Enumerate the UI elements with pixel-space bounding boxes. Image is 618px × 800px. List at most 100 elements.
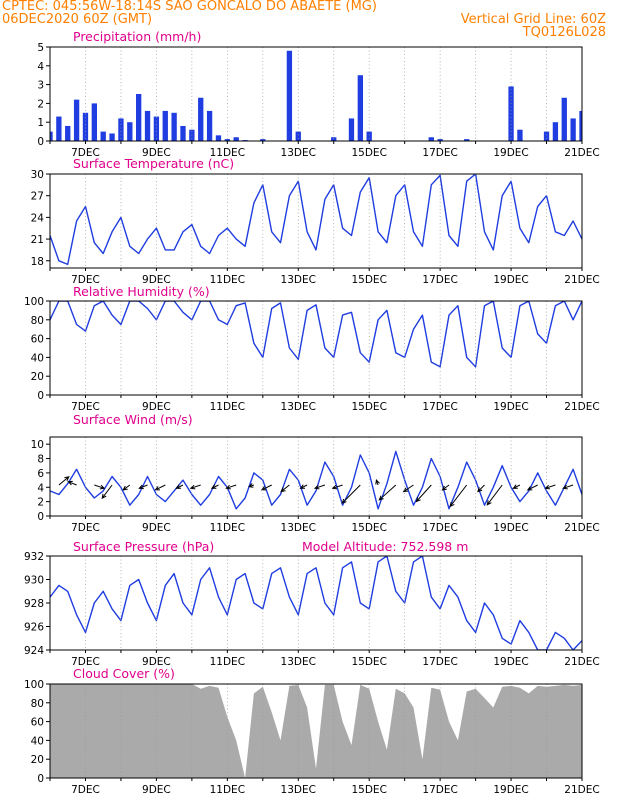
precip-bar xyxy=(552,122,559,141)
wind-panel: Surface Wind (m/s) 0 2 4 6 8 10 7DEC 9DEC 11DEC 13… xyxy=(31,412,600,534)
wind-arrow xyxy=(225,484,237,490)
wind-arrow xyxy=(378,484,397,501)
x-tick-label: 15DEC xyxy=(351,401,386,413)
precip-bar xyxy=(233,137,239,141)
y-tick-label: 20 xyxy=(31,371,44,383)
wind-arrow xyxy=(247,483,255,488)
x-tick-label: 11DEC xyxy=(210,147,245,159)
precip-bar xyxy=(464,139,470,141)
wind-frame xyxy=(49,436,583,517)
precip-bar xyxy=(91,103,97,141)
wind-arrow xyxy=(562,484,574,490)
y-tick-label: 30 xyxy=(31,169,44,181)
x-tick-label: 11DEC xyxy=(210,401,245,413)
pressure-annotation: Model Altitude: 752.598 m xyxy=(302,539,468,554)
header-model-id: TQ0126L028 xyxy=(522,25,606,40)
y-tick-label: 3 xyxy=(37,80,44,92)
x-tick-label: 7DEC xyxy=(71,784,100,796)
precip-bar xyxy=(366,131,372,141)
y-tick-label: 80 xyxy=(31,315,44,327)
x-tick-label: 17DEC xyxy=(422,522,457,534)
x-tick-label: 9DEC xyxy=(142,401,171,413)
pressure-title: Surface Pressure (hPa) xyxy=(73,539,214,554)
y-tick-label: 40 xyxy=(31,735,44,747)
cloud-cover-area xyxy=(50,684,582,778)
y-tick-label: 4 xyxy=(37,61,44,73)
y-tick-label: 5 xyxy=(37,42,44,54)
y-tick-label: 924 xyxy=(24,645,44,657)
x-tick-label: 7DEC xyxy=(71,401,100,413)
header-run-time: 06DEC2020 60Z (GMT) xyxy=(2,12,153,27)
wind-title: Surface Wind (m/s) xyxy=(73,412,193,427)
x-tick-label: 21DEC xyxy=(564,656,599,668)
x-tick-label: 21DEC xyxy=(564,274,599,286)
wind-arrow xyxy=(299,484,308,489)
y-tick-label: 8 xyxy=(37,454,44,466)
x-tick-label: 13DEC xyxy=(281,784,316,796)
y-tick-label: 21 xyxy=(31,234,44,246)
precip-bar xyxy=(109,133,115,141)
precip-bar xyxy=(180,125,186,141)
temp-frame xyxy=(49,173,583,269)
x-tick-label: 15DEC xyxy=(351,274,386,286)
y-tick-label: 0 xyxy=(37,390,44,402)
wind-arrow xyxy=(331,484,343,490)
precip-bar xyxy=(437,139,443,141)
wind-arrow xyxy=(122,484,131,491)
wind-arrow xyxy=(189,484,201,490)
y-tick-label: 2 xyxy=(37,98,44,110)
wind-arrow xyxy=(58,476,70,486)
x-tick-label: 13DEC xyxy=(281,274,316,286)
cloud-frame xyxy=(49,683,583,779)
x-tick-label: 9DEC xyxy=(142,147,171,159)
precip-bar xyxy=(206,110,213,141)
x-tick-label: 19DEC xyxy=(493,656,528,668)
wind-arrow xyxy=(526,484,538,491)
y-tick-label: 932 xyxy=(24,551,44,563)
x-tick-label: 11DEC xyxy=(210,656,245,668)
wind-line xyxy=(50,450,582,510)
x-tick-label: 11DEC xyxy=(210,784,245,796)
y-tick-label: 930 xyxy=(24,575,44,587)
x-tick-label: 21DEC xyxy=(564,784,599,796)
precip-bar xyxy=(295,131,301,141)
x-tick-label: 19DEC xyxy=(493,147,528,159)
precip-bar xyxy=(73,99,80,141)
wind-arrow xyxy=(210,484,219,489)
x-tick-label: 11DEC xyxy=(210,522,245,534)
precip-bar xyxy=(198,97,204,141)
wind-arrow xyxy=(477,484,485,493)
precip-bar xyxy=(127,122,133,141)
y-tick-label: 0 xyxy=(37,773,44,785)
wind-arrow xyxy=(154,484,166,491)
x-tick-label: 19DEC xyxy=(493,784,528,796)
pressure-panel: Surface Pressure (hPa) Model Altitude: 75… xyxy=(24,539,600,668)
wind-arrow xyxy=(101,484,113,500)
wind-arrow xyxy=(94,484,106,490)
y-tick-label: 100 xyxy=(24,679,44,691)
x-tick-label: 19DEC xyxy=(493,274,528,286)
precip-bar xyxy=(517,129,523,141)
wind-arrow xyxy=(341,484,361,504)
precip-bar xyxy=(171,112,177,141)
y-tick-label: 0 xyxy=(37,136,44,148)
x-tick-label: 13DEC xyxy=(281,522,316,534)
x-tick-label: 13DEC xyxy=(281,147,316,159)
precip-bar xyxy=(215,135,222,141)
x-tick-label: 15DEC xyxy=(351,522,386,534)
wind-arrow xyxy=(512,484,521,489)
x-tick-label: 9DEC xyxy=(142,522,171,534)
y-tick-label: 100 xyxy=(24,296,44,308)
wind-arrow xyxy=(375,479,380,486)
y-tick-label: 2 xyxy=(37,497,44,509)
rh-frame xyxy=(49,300,583,396)
x-tick-label: 15DEC xyxy=(351,656,386,668)
x-tick-label: 21DEC xyxy=(564,401,599,413)
x-tick-label: 13DEC xyxy=(281,401,316,413)
precip-bar xyxy=(50,131,53,141)
precip-bar xyxy=(153,116,160,141)
header-station: CPTEC: 045:56W-18:14S SAO GONCALO DO ABA… xyxy=(2,0,377,14)
y-tick-label: 1 xyxy=(37,117,44,129)
precip-bar xyxy=(561,97,567,141)
